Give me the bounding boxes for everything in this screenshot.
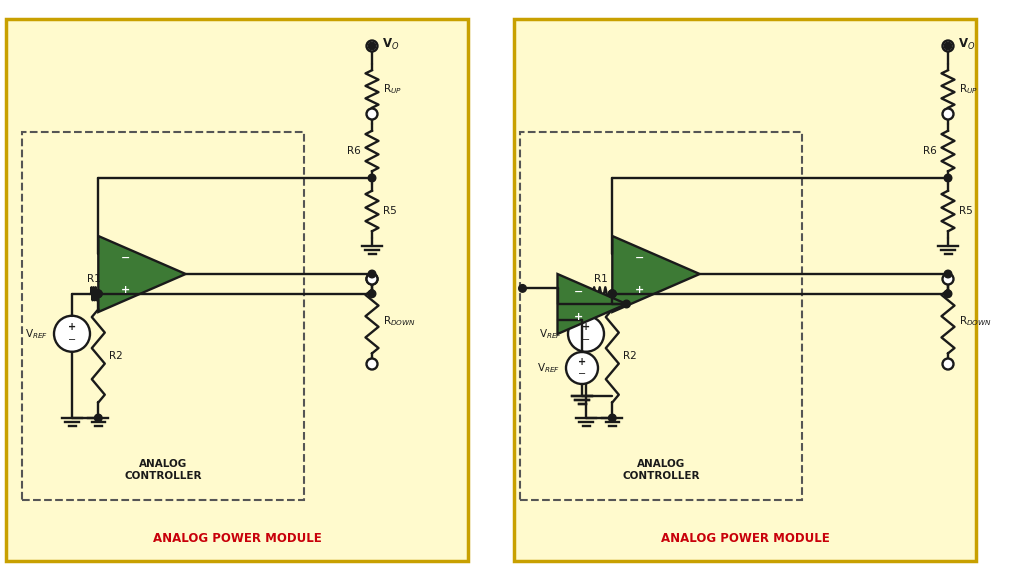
Text: R1: R1 xyxy=(87,274,101,284)
Circle shape xyxy=(369,42,376,50)
Polygon shape xyxy=(557,274,627,334)
Circle shape xyxy=(942,108,953,119)
Circle shape xyxy=(568,316,604,352)
Text: −: − xyxy=(578,369,586,378)
Text: ANALOG POWER MODULE: ANALOG POWER MODULE xyxy=(153,532,322,545)
Circle shape xyxy=(608,290,616,298)
Text: R2: R2 xyxy=(110,351,123,361)
Circle shape xyxy=(942,274,953,285)
Text: R$_{UP}$: R$_{UP}$ xyxy=(383,82,402,96)
Text: R5: R5 xyxy=(959,206,973,216)
Text: V$_{REF}$: V$_{REF}$ xyxy=(537,361,560,375)
Circle shape xyxy=(94,414,102,422)
Circle shape xyxy=(608,290,616,298)
Text: ANALOG POWER MODULE: ANALOG POWER MODULE xyxy=(660,532,829,545)
Text: V$_O$: V$_O$ xyxy=(958,36,976,51)
Circle shape xyxy=(942,40,953,51)
Text: +: + xyxy=(582,322,590,332)
Circle shape xyxy=(608,414,616,422)
Bar xyxy=(520,132,802,500)
Text: +: + xyxy=(68,322,76,332)
Polygon shape xyxy=(612,236,699,312)
Circle shape xyxy=(944,174,951,182)
Text: +: + xyxy=(578,357,586,367)
Circle shape xyxy=(367,108,378,119)
Text: −: − xyxy=(582,335,590,345)
Text: −: − xyxy=(635,253,644,263)
Text: R2: R2 xyxy=(624,351,637,361)
Circle shape xyxy=(623,300,631,308)
Circle shape xyxy=(54,316,90,352)
Text: V$_O$: V$_O$ xyxy=(382,36,399,51)
Text: −: − xyxy=(574,286,584,297)
Circle shape xyxy=(94,290,102,298)
Text: V$_{REF}$: V$_{REF}$ xyxy=(25,327,48,340)
Text: R$_{UP}$: R$_{UP}$ xyxy=(959,82,978,96)
Text: ANALOG
CONTROLLER: ANALOG CONTROLLER xyxy=(124,459,202,481)
Circle shape xyxy=(944,42,951,50)
Circle shape xyxy=(94,290,102,298)
Bar xyxy=(6,19,468,561)
Circle shape xyxy=(369,290,376,298)
Circle shape xyxy=(944,270,951,278)
Circle shape xyxy=(369,270,376,278)
Text: R5: R5 xyxy=(383,206,396,216)
Circle shape xyxy=(369,174,376,182)
Bar xyxy=(22,132,304,500)
Text: +: + xyxy=(635,285,644,295)
Text: R1: R1 xyxy=(594,274,608,284)
Text: ANALOG
CONTROLLER: ANALOG CONTROLLER xyxy=(623,459,699,481)
Circle shape xyxy=(367,274,378,285)
Circle shape xyxy=(608,290,616,298)
Circle shape xyxy=(367,274,378,285)
Text: R6: R6 xyxy=(924,146,937,156)
Text: V$_{REF}$: V$_{REF}$ xyxy=(539,327,562,340)
Circle shape xyxy=(942,358,953,369)
Circle shape xyxy=(566,352,598,384)
Text: R$_{DOWN}$: R$_{DOWN}$ xyxy=(383,314,416,328)
Text: −: − xyxy=(121,253,130,263)
Circle shape xyxy=(367,358,378,369)
Polygon shape xyxy=(98,236,185,312)
Text: R6: R6 xyxy=(347,146,361,156)
Text: +: + xyxy=(121,285,130,295)
Text: +: + xyxy=(574,312,584,321)
Circle shape xyxy=(367,40,378,51)
Circle shape xyxy=(519,285,526,292)
Text: R$_{DOWN}$: R$_{DOWN}$ xyxy=(959,314,992,328)
Circle shape xyxy=(944,290,951,298)
Bar xyxy=(514,19,976,561)
Text: −: − xyxy=(68,335,76,345)
